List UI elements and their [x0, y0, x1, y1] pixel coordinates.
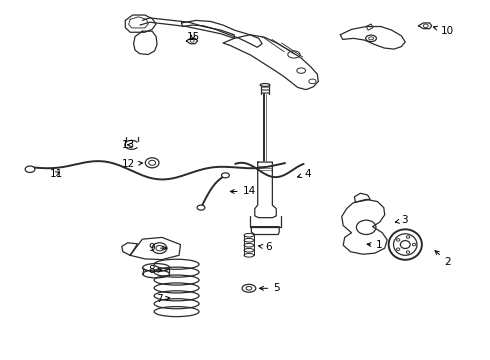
- Ellipse shape: [244, 238, 254, 242]
- Text: 8: 8: [148, 265, 162, 275]
- Ellipse shape: [406, 236, 410, 238]
- Text: 15: 15: [186, 32, 199, 41]
- Ellipse shape: [406, 251, 410, 253]
- Ellipse shape: [190, 40, 194, 42]
- Text: 4: 4: [297, 168, 311, 179]
- Ellipse shape: [423, 24, 428, 28]
- Ellipse shape: [400, 240, 410, 248]
- Ellipse shape: [221, 173, 229, 178]
- Polygon shape: [223, 35, 318, 90]
- Polygon shape: [130, 237, 180, 260]
- Polygon shape: [129, 17, 148, 28]
- Text: 2: 2: [435, 251, 451, 267]
- Ellipse shape: [393, 234, 417, 255]
- Polygon shape: [186, 39, 197, 44]
- Polygon shape: [342, 199, 387, 254]
- Text: 12: 12: [122, 159, 143, 169]
- Text: 9: 9: [148, 243, 167, 253]
- Ellipse shape: [244, 248, 254, 252]
- Ellipse shape: [146, 158, 159, 168]
- Ellipse shape: [368, 37, 373, 40]
- Ellipse shape: [396, 248, 400, 251]
- Ellipse shape: [389, 229, 422, 260]
- Text: 13: 13: [122, 140, 135, 150]
- Polygon shape: [354, 193, 370, 202]
- Text: 1: 1: [367, 240, 383, 250]
- Ellipse shape: [413, 243, 416, 246]
- Text: 7: 7: [156, 294, 170, 304]
- Polygon shape: [134, 31, 157, 54]
- Ellipse shape: [244, 253, 254, 257]
- Polygon shape: [366, 24, 373, 30]
- Polygon shape: [418, 23, 432, 29]
- Text: 14: 14: [230, 186, 256, 197]
- Ellipse shape: [197, 205, 205, 210]
- Polygon shape: [122, 243, 138, 255]
- Ellipse shape: [143, 270, 170, 278]
- Polygon shape: [181, 21, 262, 47]
- Text: 6: 6: [259, 242, 272, 252]
- Polygon shape: [251, 226, 279, 234]
- Ellipse shape: [25, 166, 35, 172]
- Ellipse shape: [149, 160, 156, 165]
- Ellipse shape: [152, 243, 167, 253]
- Ellipse shape: [143, 264, 170, 271]
- Text: 5: 5: [260, 283, 280, 293]
- Ellipse shape: [244, 243, 254, 247]
- Ellipse shape: [356, 220, 376, 234]
- Ellipse shape: [260, 84, 270, 86]
- Ellipse shape: [156, 246, 163, 251]
- Text: 11: 11: [49, 168, 63, 179]
- Ellipse shape: [246, 287, 252, 290]
- Ellipse shape: [309, 79, 316, 84]
- Text: 3: 3: [395, 215, 408, 225]
- Ellipse shape: [242, 284, 256, 292]
- Ellipse shape: [288, 51, 300, 58]
- Text: 10: 10: [433, 26, 454, 36]
- Polygon shape: [255, 162, 276, 218]
- Ellipse shape: [396, 239, 400, 241]
- Ellipse shape: [366, 35, 376, 41]
- Ellipse shape: [244, 233, 254, 237]
- Ellipse shape: [297, 68, 306, 73]
- Polygon shape: [125, 15, 156, 32]
- Polygon shape: [340, 27, 405, 49]
